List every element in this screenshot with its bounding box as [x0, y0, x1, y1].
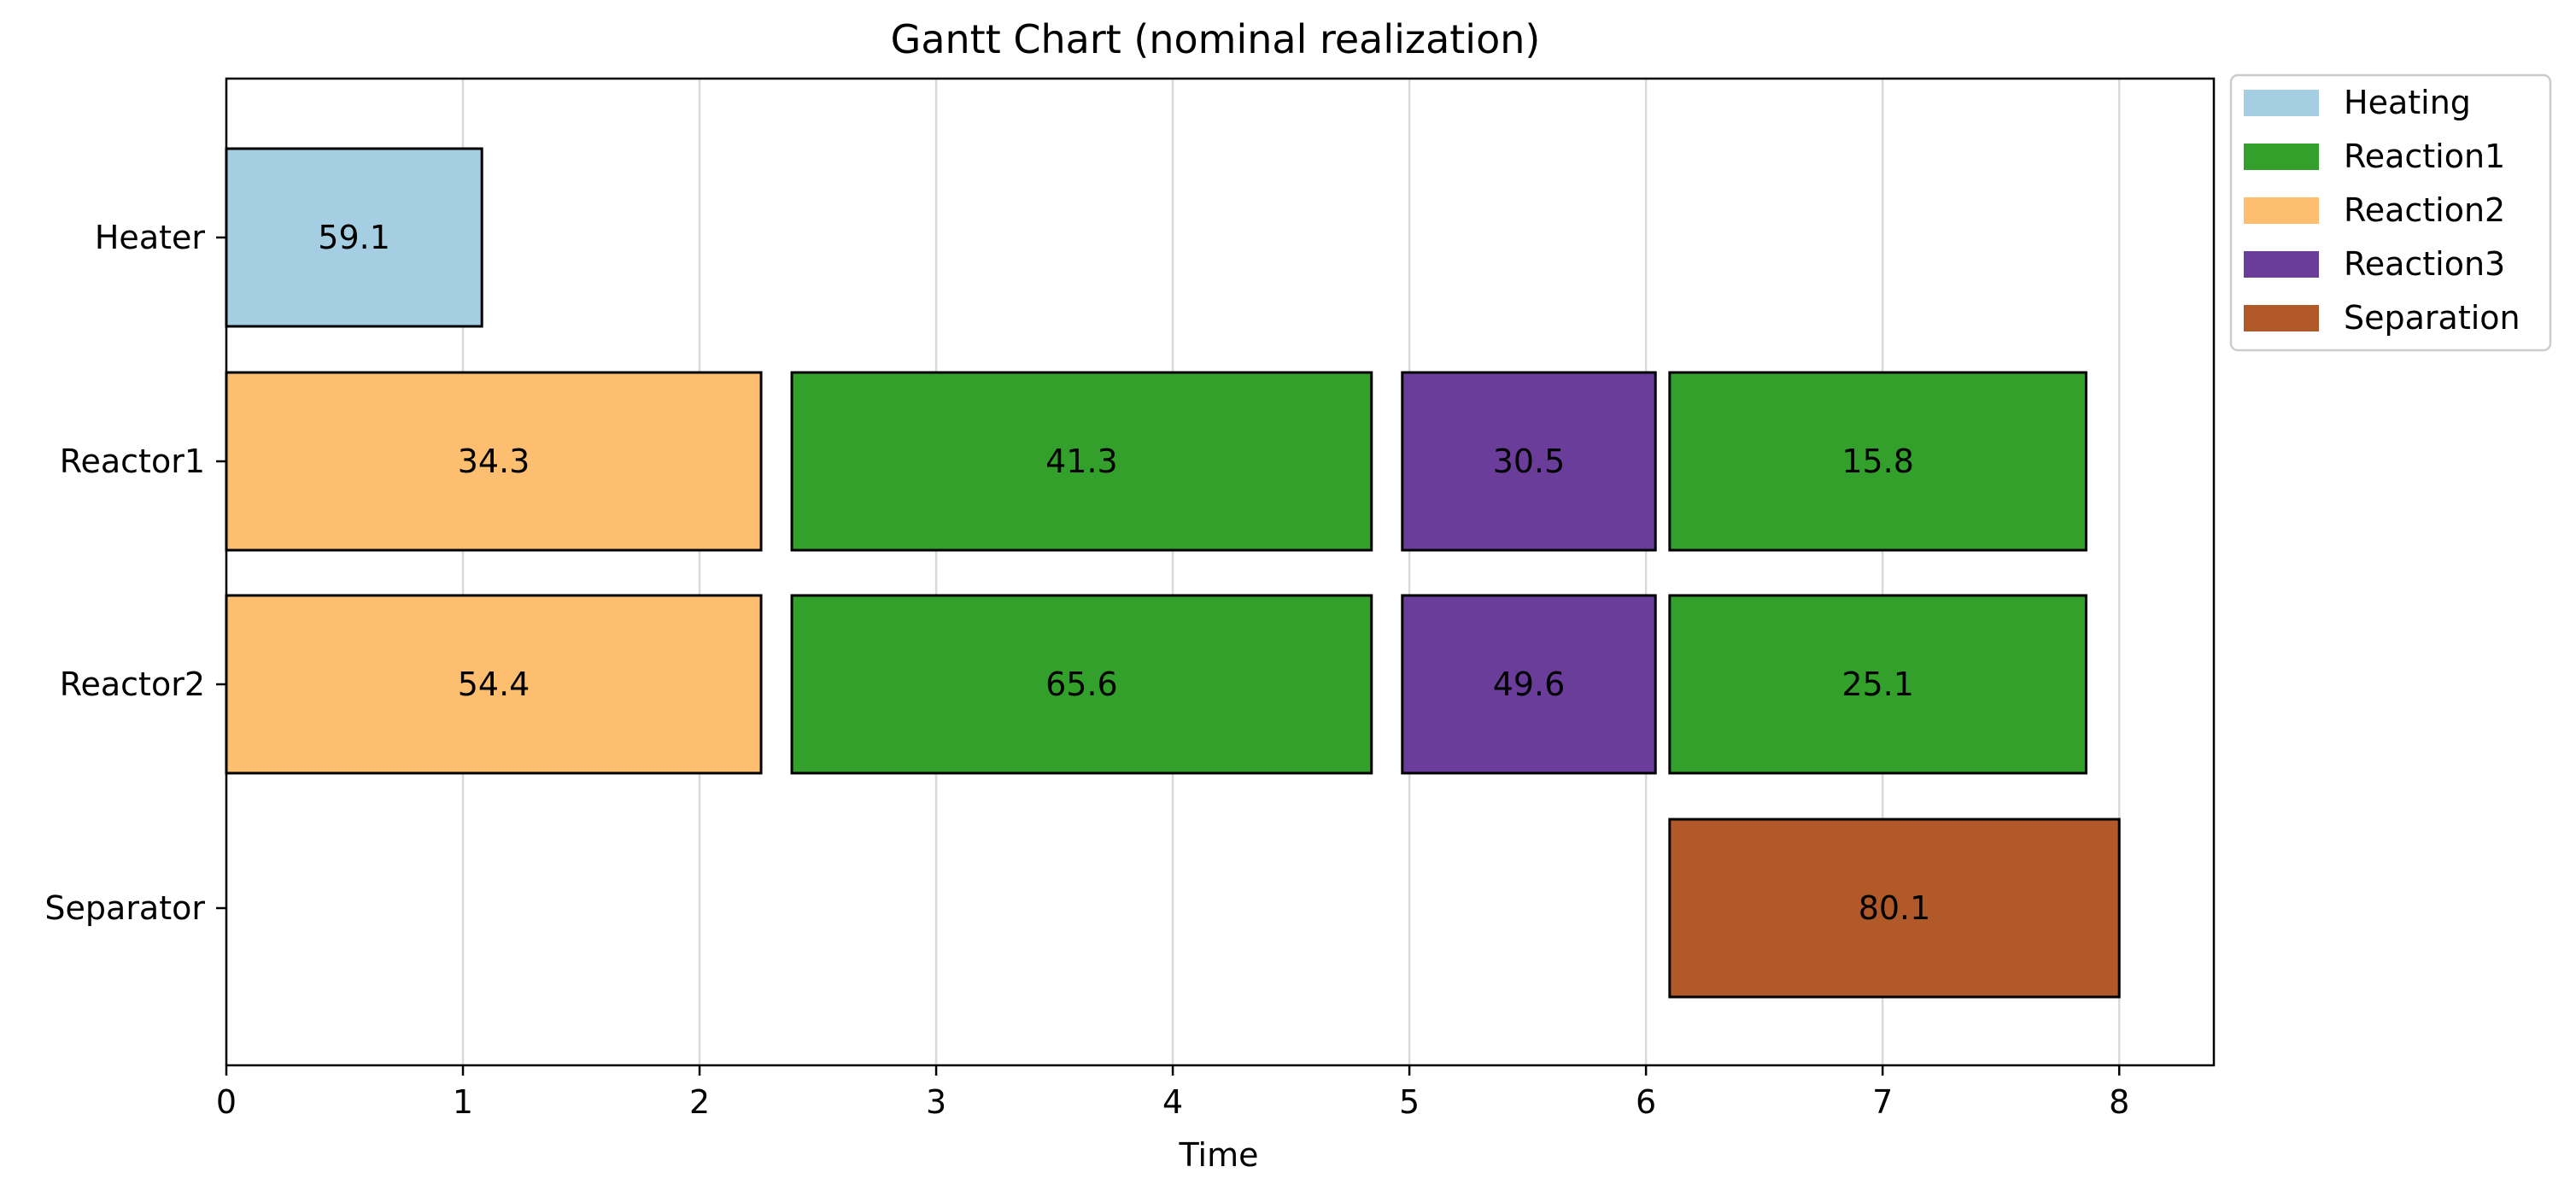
- x-tick-label: 3: [926, 1083, 946, 1121]
- x-tick-label: 5: [1399, 1083, 1420, 1121]
- x-tick-label: 8: [2109, 1083, 2129, 1121]
- legend-swatch: [2244, 197, 2319, 224]
- bar-value-label: 65.6: [1045, 665, 1118, 703]
- bar-value-label: 41.3: [1045, 443, 1118, 480]
- x-tick-label: 1: [453, 1083, 473, 1121]
- plot-frame: [225, 77, 2216, 1067]
- y-tick-label: Separator: [44, 889, 205, 927]
- task-bar: [1401, 594, 1657, 775]
- task-bar: [225, 371, 763, 552]
- legend-swatch: [2244, 251, 2319, 278]
- bar-value-label: 59.1: [318, 219, 390, 256]
- task-bar: [225, 594, 763, 775]
- task-bar: [1401, 371, 1657, 552]
- legend-swatch: [2244, 305, 2319, 331]
- task-bar: [225, 147, 483, 328]
- bar-value-label: 34.3: [458, 443, 530, 480]
- legend-label: Reaction1: [2344, 138, 2505, 175]
- chart-title: Gantt Chart (nominal realization): [891, 16, 1541, 62]
- x-axis: 0 1 2 3 4 5 6 7 8: [216, 1065, 2129, 1121]
- x-tick-label: 4: [1162, 1083, 1183, 1121]
- bar-value-label: 80.1: [1859, 889, 1931, 927]
- bar-value-label: 49.6: [1493, 665, 1566, 703]
- task-bars: 59.1 34.3 41.3 30.5 15.8 54.4 65.6 49.6 25.1 80.1: [225, 147, 2121, 999]
- y-axis: Heater Reactor1 Reactor2 Separator: [44, 219, 226, 927]
- x-tick-label: 2: [689, 1083, 710, 1121]
- bar-value-label: 30.5: [1493, 443, 1566, 480]
- x-tick-label: 0: [216, 1083, 237, 1121]
- x-tick-label: 6: [1636, 1083, 1656, 1121]
- y-tick-label: Reactor1: [60, 443, 205, 480]
- legend-label: Reaction2: [2344, 191, 2505, 229]
- legend-label: Reaction3: [2344, 245, 2505, 283]
- x-tick-label: 7: [1872, 1083, 1893, 1121]
- legend-swatch: [2244, 144, 2319, 170]
- legend: Heating Reaction1 Reaction2 Reaction3 Separa…: [2229, 73, 2552, 352]
- bar-value-label: 25.1: [1841, 665, 1914, 703]
- y-tick-label: Heater: [95, 219, 206, 256]
- task-bar: [1668, 818, 2121, 999]
- task-bar: [790, 371, 1373, 552]
- legend-label: Heating: [2344, 84, 2471, 121]
- legend-swatch: [2244, 90, 2319, 116]
- task-bar: [790, 594, 1373, 775]
- task-bar: [1668, 594, 2087, 775]
- task-bar: [1668, 371, 2087, 552]
- bar-value-label: 54.4: [458, 665, 530, 703]
- legend-label: Separation: [2344, 299, 2520, 337]
- y-tick-label: Reactor2: [60, 665, 205, 703]
- bar-value-label: 15.8: [1841, 443, 1914, 480]
- x-axis-title: Time: [1179, 1136, 1259, 1174]
